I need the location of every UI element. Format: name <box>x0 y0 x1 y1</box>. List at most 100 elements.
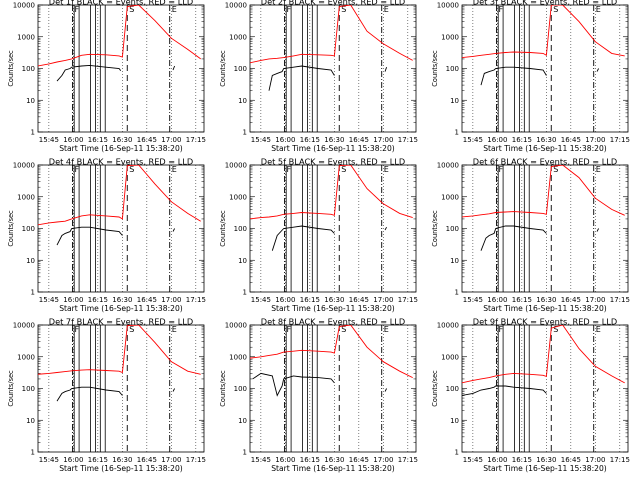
y-tick-label: 100 <box>22 385 35 393</box>
marker-label-S: S <box>341 5 346 14</box>
marker-label-F: F <box>287 165 292 174</box>
x-tick-label: 16:15 <box>512 456 532 464</box>
y-tick-label: 1 <box>31 449 35 457</box>
x-axis-label: Start Time (16-Sep-11 15:38:20) <box>271 464 395 473</box>
x-tick-label: 17:00 <box>373 456 393 464</box>
series-line-lld <box>250 5 413 64</box>
y-tick-label: 1000 <box>441 353 459 361</box>
y-tick-label: 10000 <box>13 162 35 170</box>
x-tick-label: 15:45 <box>463 456 483 464</box>
chart-title: Det 5f BLACK = Events, RED = LLD <box>261 157 405 167</box>
x-tick-label: 17:00 <box>373 296 393 304</box>
y-tick-label: 10000 <box>437 162 459 170</box>
x-tick-label: 17:15 <box>610 456 630 464</box>
y-tick-label: 10000 <box>13 2 35 10</box>
x-tick-label: 16:15 <box>300 456 320 464</box>
y-tick-label: 10 <box>238 417 247 425</box>
y-axis-label: Counts/sec <box>7 50 15 87</box>
y-tick-label: 10000 <box>225 322 247 330</box>
chart-title: Det 8f BLACK = Events, RED = LLD <box>261 317 405 327</box>
x-tick-label: 17:00 <box>585 296 605 304</box>
chart-panel-8: Det 8f BLACK = Events, RED = LLD 1 10 100 10… <box>219 317 418 474</box>
x-tick-label: 15:45 <box>463 136 483 144</box>
y-tick-label: 10 <box>450 257 459 265</box>
series-line-lld <box>38 5 201 67</box>
x-tick-label: 15:45 <box>251 136 271 144</box>
chart-panel-5: Det 5f BLACK = Events, RED = LLD 1 10 100 10… <box>219 157 418 314</box>
chart-panel-7: Det 7f BLACK = Events, RED = LLD 1 10 100 10… <box>7 317 206 474</box>
y-tick-label: 1000 <box>229 33 247 41</box>
series-line-lld <box>38 325 201 375</box>
marker-label-S: S <box>341 165 346 174</box>
y-tick-label: 100 <box>234 225 247 233</box>
y-tick-label: 1000 <box>229 193 247 201</box>
y-tick-label: 100 <box>234 65 247 73</box>
x-tick-label: 16:30 <box>112 136 132 144</box>
chart-title: Det 1f BLACK = Events, RED = LLD <box>49 0 193 7</box>
y-axis-label: Counts/sec <box>431 210 439 247</box>
y-tick-label: 100 <box>22 65 35 73</box>
series-line-lld <box>462 5 625 58</box>
x-tick-label: 16:45 <box>137 456 157 464</box>
series-line-events <box>252 372 387 397</box>
marker-label-S: S <box>553 325 558 334</box>
x-tick-label: 17:00 <box>161 296 181 304</box>
chart-panel-4: Det 4f BLACK = Events, RED = LLD 1 10 100 10… <box>7 157 206 314</box>
x-tick-label: 16:30 <box>112 296 132 304</box>
chart-title: Det 4f BLACK = Events, RED = LLD <box>49 157 193 167</box>
y-tick-label: 1 <box>243 289 247 297</box>
x-tick-label: 17:15 <box>610 296 630 304</box>
plot-frame <box>37 324 205 453</box>
x-tick-label: 16:45 <box>349 456 369 464</box>
x-tick-label: 16:30 <box>536 136 556 144</box>
y-tick-label: 10 <box>238 97 247 105</box>
x-tick-label: 16:45 <box>561 456 581 464</box>
y-tick-label: 10 <box>450 97 459 105</box>
y-tick-label: 100 <box>446 65 459 73</box>
x-tick-label: 16:00 <box>487 456 507 464</box>
x-tick-label: 16:30 <box>324 456 344 464</box>
x-axis-label: Start Time (16-Sep-11 15:38:20) <box>59 464 183 473</box>
y-tick-label: 1000 <box>441 33 459 41</box>
series-line-events <box>271 225 387 251</box>
y-tick-label: 1000 <box>229 353 247 361</box>
y-tick-label: 1000 <box>17 193 35 201</box>
marker-label-E: E <box>384 165 389 174</box>
x-tick-label: 15:45 <box>39 296 59 304</box>
y-axis-label: Counts/sec <box>431 370 439 407</box>
marker-label-E: E <box>596 325 601 334</box>
x-axis-label: Start Time (16-Sep-11 15:38:20) <box>271 304 395 313</box>
marker-label-F: F <box>75 5 80 14</box>
chart-panel-2: Det 2f BLACK = Events, RED = LLD 1 10 100 10… <box>219 0 418 153</box>
x-tick-label: 16:15 <box>88 136 108 144</box>
plot-frame <box>37 4 205 133</box>
marker-label-F: F <box>499 165 504 174</box>
y-tick-label: 10000 <box>437 2 459 10</box>
x-tick-label: 17:15 <box>186 456 206 464</box>
chart-title: Det 6f BLACK = Events, RED = LLD <box>473 157 617 167</box>
y-tick-label: 10000 <box>437 322 459 330</box>
marker-label-S: S <box>129 325 134 334</box>
x-tick-label: 16:00 <box>63 296 83 304</box>
x-tick-label: 15:45 <box>251 456 271 464</box>
y-tick-label: 10 <box>238 257 247 265</box>
y-tick-label: 10 <box>450 417 459 425</box>
marker-label-F: F <box>499 5 504 14</box>
y-tick-label: 10000 <box>225 162 247 170</box>
marker-label-F: F <box>287 5 292 14</box>
x-axis-label: Start Time (16-Sep-11 15:38:20) <box>483 144 607 153</box>
x-tick-label: 17:15 <box>610 136 630 144</box>
plot-frame <box>249 324 417 453</box>
x-axis-label: Start Time (16-Sep-11 15:38:20) <box>483 464 607 473</box>
y-axis-label: Counts/sec <box>7 370 15 407</box>
x-tick-label: 16:30 <box>324 296 344 304</box>
x-tick-label: 16:30 <box>324 136 344 144</box>
chart-panel-3: Det 3f BLACK = Events, RED = LLD 1 10 100 10… <box>431 0 630 153</box>
y-tick-label: 10 <box>26 257 35 265</box>
y-tick-label: 100 <box>446 225 459 233</box>
x-tick-label: 16:00 <box>63 456 83 464</box>
x-tick-label: 16:30 <box>536 296 556 304</box>
marker-label-E: E <box>384 325 389 334</box>
x-tick-label: 17:00 <box>585 456 605 464</box>
